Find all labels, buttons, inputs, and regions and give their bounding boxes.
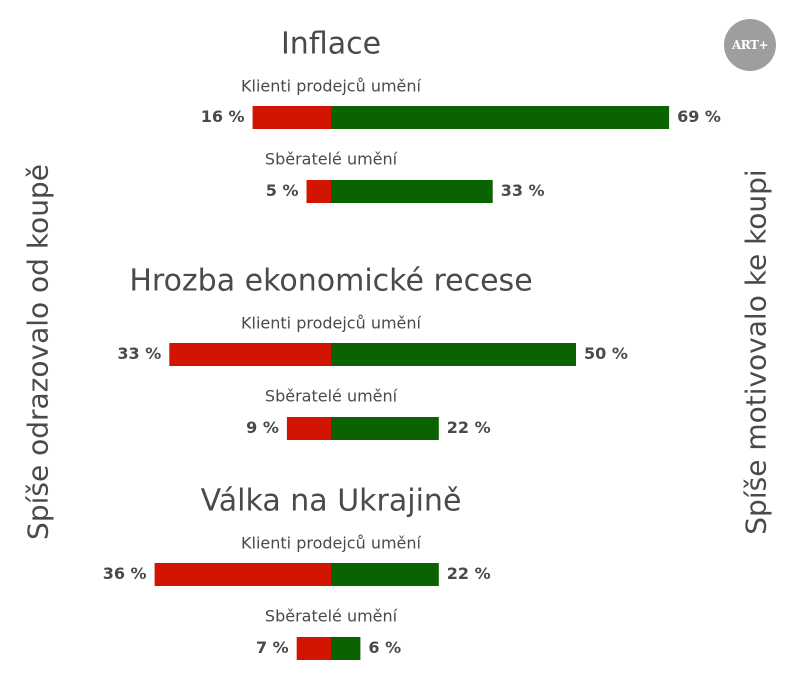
positive-bar <box>331 417 439 440</box>
negative-value-label: 16 % <box>201 107 245 126</box>
negative-value-label: 9 % <box>246 418 279 437</box>
bar-label: Sběratelé umění <box>265 150 398 169</box>
negative-value-label: 36 % <box>103 564 147 583</box>
negative-bar <box>306 180 331 203</box>
group-title: Válka na Ukrajině <box>201 484 462 519</box>
negative-bar <box>296 637 331 660</box>
negative-bar <box>286 417 331 440</box>
positive-bar <box>331 106 670 129</box>
positive-value-label: 22 % <box>447 418 491 437</box>
positive-bar <box>331 637 361 660</box>
bar-label: Klienti prodejců umění <box>241 77 422 96</box>
positive-value-label: 22 % <box>447 564 491 583</box>
positive-value-label: 6 % <box>368 638 401 657</box>
negative-bar <box>169 343 331 366</box>
positive-value-label: 69 % <box>677 107 721 126</box>
negative-value-label: 5 % <box>266 181 299 200</box>
positive-bar <box>331 563 439 586</box>
positive-bar <box>331 180 493 203</box>
negative-value-label: 33 % <box>117 344 161 363</box>
negative-bar <box>252 106 331 129</box>
bar-label: Sběratelé umění <box>265 387 398 406</box>
negative-bar <box>154 563 331 586</box>
bar-label: Klienti prodejců umění <box>241 534 422 553</box>
bar-label: Sběratelé umění <box>265 607 398 626</box>
positive-bar <box>331 343 576 366</box>
positive-value-label: 50 % <box>584 344 628 363</box>
positive-value-label: 33 % <box>501 181 545 200</box>
group-title: Hrozba ekonomické recese <box>129 264 532 299</box>
bar-label: Klienti prodejců umění <box>241 314 422 333</box>
art-plus-logo: ART+ <box>724 19 776 71</box>
negative-value-label: 7 % <box>256 638 289 657</box>
group-title: Inflace <box>281 27 381 62</box>
